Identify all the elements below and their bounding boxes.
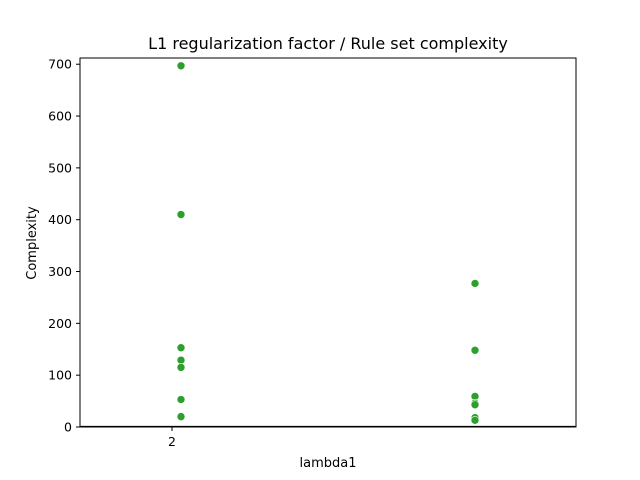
y-tick-label: 600 [48, 109, 72, 124]
data-point [176, 61, 186, 71]
y-axis: 0 100 200 300 400 500 600 700 [48, 57, 80, 435]
y-tick-label: 400 [48, 212, 72, 227]
data-point [176, 210, 186, 219]
x-tick-label: 2 [168, 434, 176, 449]
chart-title: L1 regularization factor / Rule set comp… [148, 34, 508, 53]
data-point [470, 279, 480, 288]
x-axis: 2 [168, 427, 176, 449]
data-point [470, 345, 480, 355]
data-point [176, 412, 186, 421]
plot-area [79, 57, 577, 428]
data-point [176, 395, 186, 404]
y-tick-label: 100 [48, 368, 72, 383]
data-points [176, 61, 480, 425]
y-tick-label: 0 [64, 420, 72, 435]
data-point [470, 400, 480, 410]
y-tick-label: 700 [48, 57, 72, 72]
x-axis-label: lambda1 [300, 456, 357, 471]
y-axis-label: Complexity [25, 206, 40, 280]
y-tick-label: 500 [48, 160, 72, 175]
data-point [176, 363, 186, 372]
y-tick-label: 200 [48, 316, 72, 331]
y-tick-label: 300 [48, 264, 72, 279]
data-point [470, 415, 480, 425]
data-point [176, 355, 186, 365]
data-point [176, 343, 186, 353]
